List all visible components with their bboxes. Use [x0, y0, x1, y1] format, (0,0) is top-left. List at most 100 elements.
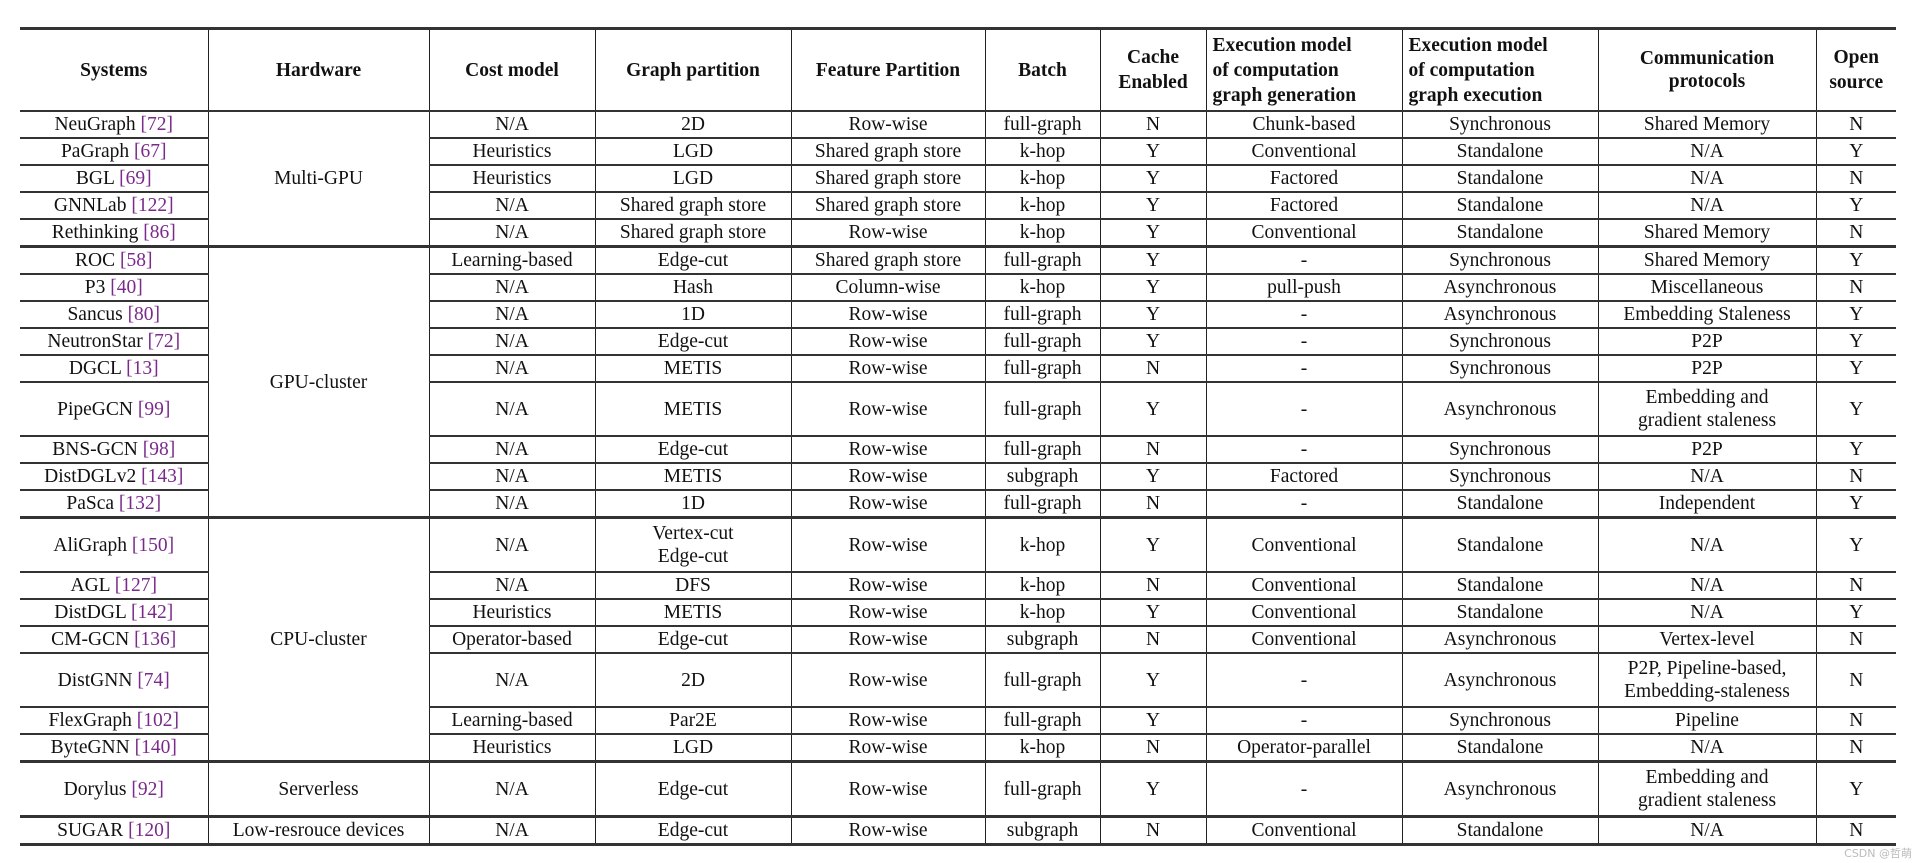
cell-open-source: Y — [1815, 381, 1896, 437]
citation-link[interactable]: [72] — [147, 331, 181, 352]
table-row: SUGAR [120] Low-resrouce devices N/A Edge-c… — [20, 815, 1896, 846]
system-name: BGL — [75, 168, 115, 189]
table-row: NeutronStar [72] N/A Edge-cut Row-wise full-… — [20, 327, 1896, 356]
cell-cache-enabled: Y — [1099, 300, 1207, 329]
cell-open-source: N — [1815, 218, 1896, 248]
system-name: PipeGCN — [57, 398, 133, 420]
system-name: BNS-GCN — [52, 439, 138, 460]
citation-link[interactable]: [72] — [140, 114, 174, 135]
cell-open-source: N — [1815, 164, 1896, 193]
system-name: ROC — [75, 250, 116, 271]
citation-link[interactable]: [142] — [130, 602, 174, 623]
cell-communication: Miscellaneous — [1597, 273, 1817, 302]
cell-communication: N/A — [1597, 191, 1817, 220]
header-open-source: Open source — [1815, 27, 1896, 112]
cell-open-source: Y — [1815, 137, 1896, 166]
cell-hardware: CPU-cluster — [207, 516, 430, 763]
citation-link[interactable]: [136] — [134, 629, 177, 650]
citation-link[interactable]: [13] — [126, 358, 159, 379]
cell-cache-enabled: N — [1099, 571, 1207, 600]
cell-open-source: Y — [1815, 354, 1896, 383]
cell-graph-partition: LGD — [594, 733, 792, 763]
systems-comparison-table: Systems Hardware Cost model Graph partit… — [20, 27, 1896, 846]
cell-exec-generation: - — [1205, 354, 1403, 383]
cell-cost-model: N/A — [428, 300, 596, 329]
citation-link[interactable]: [58] — [119, 250, 153, 271]
cell-feature-partition: Row-wise — [790, 354, 986, 383]
citation-link[interactable]: [99] — [137, 398, 171, 420]
citation-link[interactable]: [143] — [141, 466, 184, 487]
cell-batch: full-graph — [984, 110, 1101, 139]
citation-link[interactable]: [102] — [136, 710, 180, 731]
cell-cache-enabled: Y — [1099, 273, 1207, 302]
cell-exec-generation: - — [1205, 245, 1403, 275]
cell-exec-execution: Standalone — [1401, 598, 1599, 627]
cell-cost-model: N/A — [428, 327, 596, 356]
citation-link[interactable]: [67] — [134, 141, 167, 162]
header-exec-execution: Execution model of computation graph exe… — [1401, 27, 1599, 112]
citation-link[interactable]: [69] — [119, 168, 152, 189]
cell-batch: full-graph — [984, 245, 1101, 275]
cell-exec-generation: - — [1205, 489, 1403, 519]
cell-feature-partition: Row-wise — [790, 815, 986, 846]
citation-link[interactable]: [74] — [137, 669, 170, 691]
cell-exec-generation: Factored — [1205, 462, 1403, 491]
cell-feature-partition: Shared graph store — [790, 245, 986, 275]
cell-communication: Shared Memory — [1597, 110, 1817, 139]
citation-link[interactable]: [122] — [131, 195, 174, 216]
cell-exec-execution: Synchronous — [1401, 110, 1599, 139]
table-row: AliGraph [150] CPU-cluster N/A Vertex-cut E… — [20, 516, 1896, 763]
cell-exec-generation: Factored — [1205, 191, 1403, 220]
citation-link[interactable]: [92] — [131, 778, 164, 800]
system-name: DistDGLv2 — [44, 466, 137, 487]
system-name: CM-GCN — [51, 629, 130, 650]
citation-link[interactable]: [98] — [142, 439, 176, 460]
citation-link[interactable]: [80] — [127, 304, 161, 325]
cell-graph-partition: METIS — [594, 462, 792, 491]
system-name: AGL — [70, 575, 110, 596]
cell-cache-enabled: Y — [1099, 462, 1207, 491]
cell-batch: k-hop — [984, 516, 1101, 573]
cell-cost-model: Operator-based — [428, 625, 596, 654]
cell-communication: P2P — [1597, 435, 1817, 464]
cell-graph-partition: 1D — [594, 300, 792, 329]
cell-cache-enabled: Y — [1099, 706, 1207, 735]
cell-communication: Pipeline — [1597, 706, 1817, 735]
cell-graph-partition: Hash — [594, 273, 792, 302]
cell-batch: full-graph — [984, 435, 1101, 464]
cell-cost-model: N/A — [428, 652, 596, 708]
cell-system: AGL [127] — [20, 571, 209, 600]
cell-open-source: N — [1815, 273, 1896, 302]
system-name: Dorylus — [63, 778, 127, 800]
cell-exec-execution: Standalone — [1401, 218, 1599, 248]
cell-graph-partition: 2D — [594, 110, 792, 139]
citation-link[interactable]: [40] — [110, 277, 143, 298]
cell-cost-model: N/A — [428, 571, 596, 600]
system-name: FlexGraph — [48, 710, 132, 731]
cell-feature-partition: Row-wise — [790, 435, 986, 464]
citation-link[interactable]: [120] — [128, 820, 171, 841]
cell-exec-generation: pull-push — [1205, 273, 1403, 302]
cell-cache-enabled: Y — [1099, 191, 1207, 220]
cell-exec-generation: - — [1205, 381, 1403, 437]
citation-link[interactable]: [140] — [134, 737, 177, 758]
citation-link[interactable]: [150] — [131, 534, 175, 556]
cell-exec-execution: Synchronous — [1401, 354, 1599, 383]
cell-cache-enabled: Y — [1099, 381, 1207, 437]
cell-cache-enabled: N — [1099, 815, 1207, 846]
table-row: DistGNN [74] N/A 2D Row-wise full-graph Y - Asy… — [20, 652, 1896, 708]
cell-system: BGL [69] — [20, 164, 209, 193]
citation-link[interactable]: [132] — [118, 493, 162, 514]
cell-open-source: N — [1815, 706, 1896, 735]
citation-link[interactable]: [86] — [143, 222, 176, 243]
cell-exec-execution: Standalone — [1401, 733, 1599, 763]
citation-link[interactable]: [127] — [114, 575, 157, 596]
cell-exec-execution: Standalone — [1401, 489, 1599, 519]
cell-exec-generation: Conventional — [1205, 516, 1403, 573]
table-row: ROC [58] GPU-cluster Learning-based Edge-cu… — [20, 245, 1896, 519]
cell-feature-partition: Row-wise — [790, 381, 986, 437]
cell-feature-partition: Row-wise — [790, 571, 986, 600]
cell-exec-generation: - — [1205, 652, 1403, 708]
header-cost-model: Cost model — [428, 27, 596, 112]
